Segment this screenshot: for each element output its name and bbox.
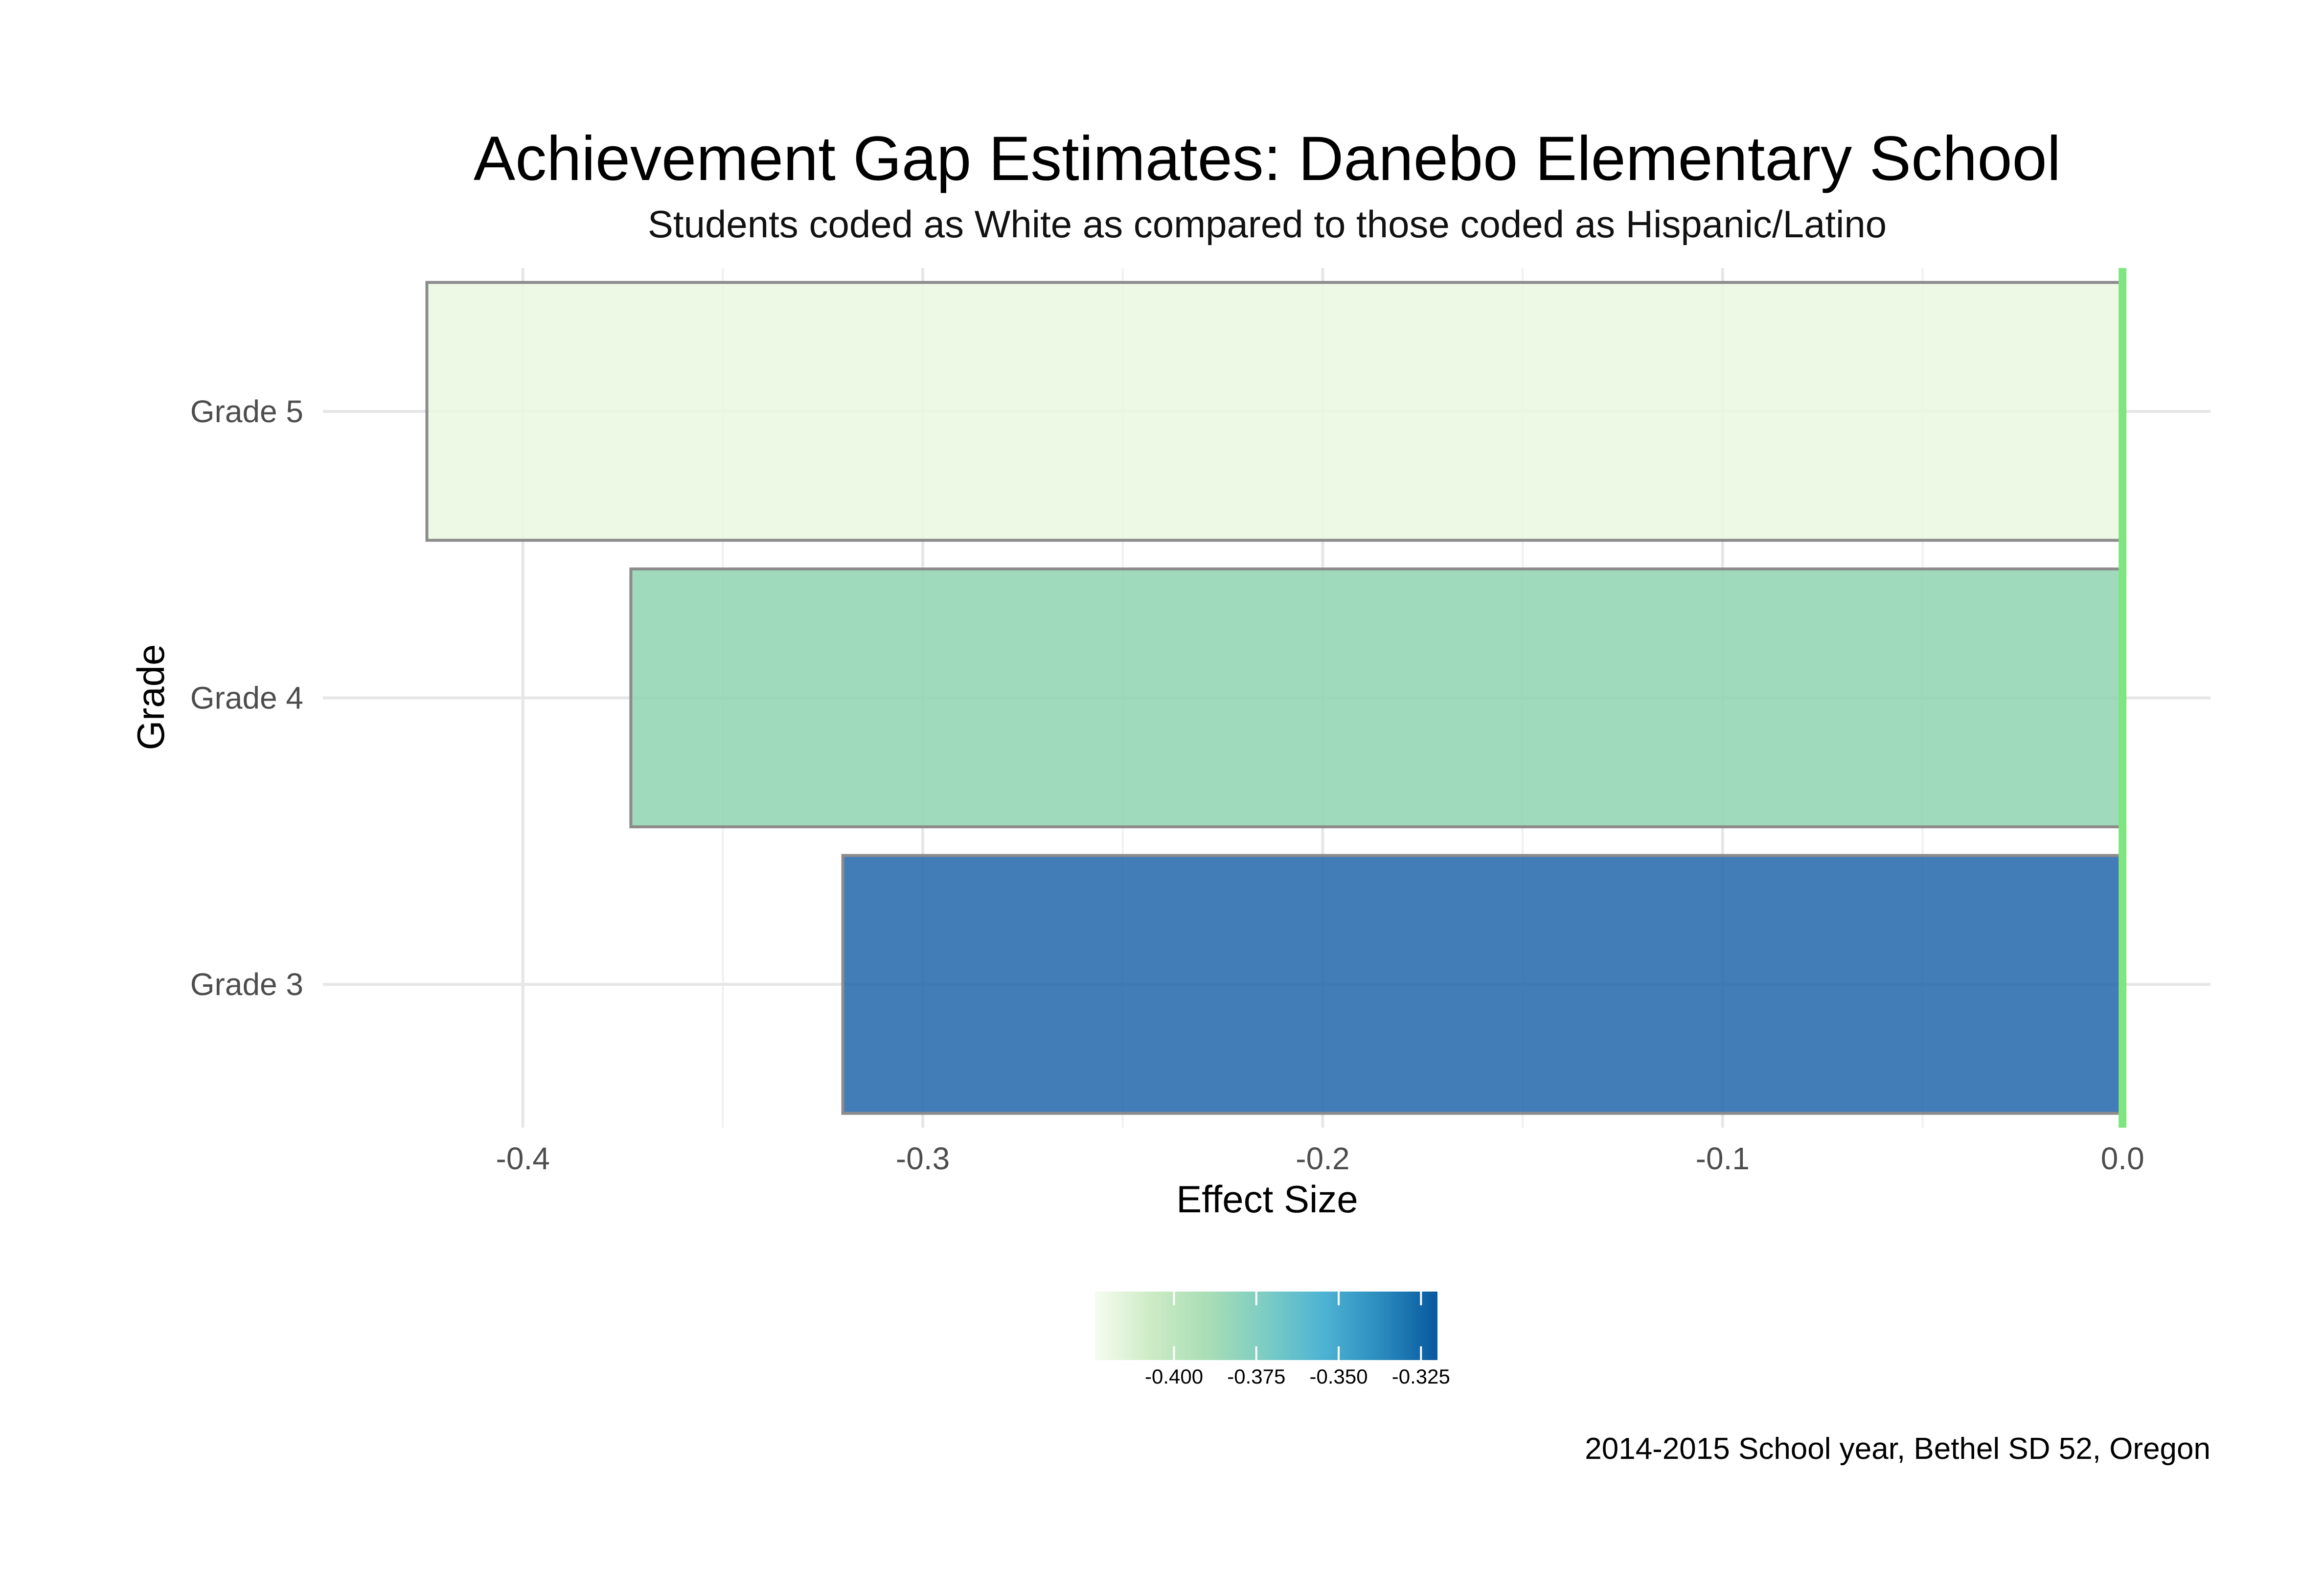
y-tick-label: Grade 5 — [190, 394, 303, 429]
x-tick-label: -0.4 — [496, 1141, 550, 1176]
x-axis-title: Effect Size — [1176, 1178, 1358, 1221]
x-tick-labels: -0.4 -0.3 -0.2 -0.1 0.0 — [496, 1141, 2144, 1176]
y-tick-label: Grade 3 — [190, 967, 303, 1002]
x-tick-label: -0.2 — [1296, 1141, 1349, 1176]
chart-caption: 2014-2015 School year, Bethel SD 52, Ore… — [1585, 1432, 2210, 1466]
chart-title: Achievement Gap Estimates: Danebo Elemen… — [474, 124, 2061, 194]
colorbar-tick-label: -0.400 — [1145, 1365, 1203, 1388]
x-tick-label: -0.3 — [896, 1141, 950, 1176]
bars — [425, 281, 2124, 1115]
x-tick-label: 0.0 — [2101, 1141, 2144, 1176]
colorbar-tick-label: -0.375 — [1227, 1365, 1285, 1388]
chart-subtitle: Students coded as White as compared to t… — [648, 203, 1887, 246]
x-tick-label: -0.1 — [1696, 1141, 1750, 1176]
colorbar-legend: -0.400 -0.375 -0.350 -0.325 — [1095, 1292, 1450, 1388]
bar-grade-4 — [629, 567, 2124, 829]
bar-grade-5 — [425, 281, 2124, 542]
bar-grade-3 — [841, 854, 2124, 1115]
y-axis-title: Grade — [129, 644, 172, 750]
y-tick-label: Grade 4 — [190, 681, 303, 716]
y-tick-labels: Grade 3 Grade 4 Grade 5 — [190, 394, 303, 1002]
colorbar-tick-label: -0.350 — [1310, 1365, 1368, 1388]
colorbar — [1095, 1292, 1437, 1360]
colorbar-ticks: -0.400 -0.375 -0.350 -0.325 — [1145, 1292, 1450, 1388]
colorbar-tick-label: -0.325 — [1392, 1365, 1450, 1388]
